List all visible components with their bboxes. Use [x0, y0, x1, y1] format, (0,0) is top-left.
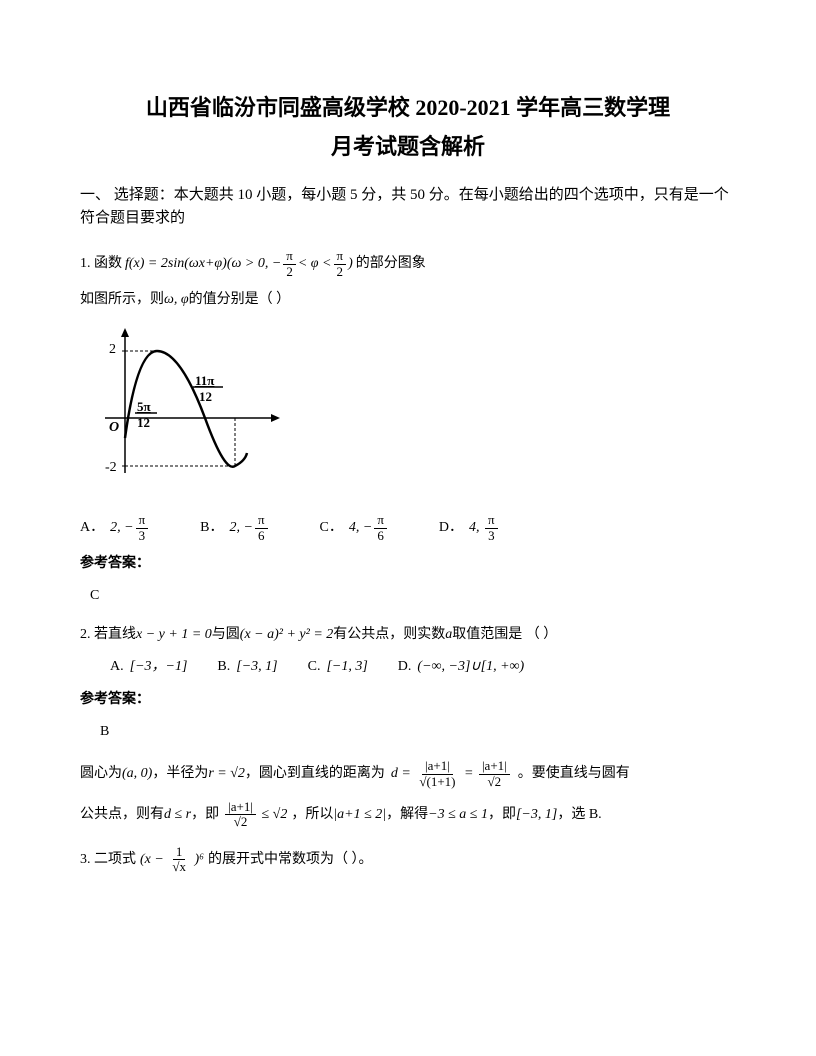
q2-exp-t10: ，选 B. — [557, 800, 601, 831]
q1-prefix: 1. 函数 — [80, 253, 122, 275]
q1-option-d: D． 4, π3 — [439, 513, 500, 543]
q2-cond5: [−3, 1] — [516, 800, 557, 831]
q2-answer-label: 参考答案： — [80, 689, 736, 711]
q2-exp-t2: ，半径为 — [152, 759, 208, 790]
graph-x2-den: 12 — [199, 389, 212, 404]
page-title-line2: 月考试题含解析 — [80, 129, 736, 164]
q1-line2-prefix: 如图所示，则 — [80, 289, 164, 311]
q2-exp-line2: 公共点，则有 d ≤ r ，即 |a+1|√2 ≤ √2 ，所以 |a+1 ≤ … — [80, 800, 736, 831]
graph-y-min: -2 — [105, 460, 117, 475]
q2-exp-t8: ，解得 — [386, 800, 428, 831]
q2-explanation: 圆心为 (a, 0) ，半径为 r = √2 ，圆心到直线的距离为 d = |a… — [80, 759, 736, 831]
q1-opt-b-val: 2, −π6 — [230, 513, 270, 543]
q1-opt-a-label: A． — [80, 517, 104, 539]
graph-origin: O — [109, 420, 119, 435]
q2-prefix: 2. 若直线 — [80, 624, 136, 646]
q1-opt-b-label: B． — [200, 517, 223, 539]
q1-formula: f(x) = 2sin(ωx+φ)(ω > 0, − π2 < φ < π2 ) — [122, 249, 356, 279]
q2-opt-c-val: [−1, 3] — [326, 656, 367, 678]
section-1-header: 一、 选择题：本大题共 10 小题，每小题 5 分，共 50 分。在每小题给出的… — [80, 184, 736, 229]
q2-line1: 2. 若直线 x − y + 1 = 0 与圆 (x − a)² + y² = … — [80, 624, 736, 646]
q1-opt-d-label: D． — [439, 517, 463, 539]
q2-opt-b-label: B. — [217, 656, 230, 678]
graph-x1-den: 12 — [137, 415, 150, 430]
q1-options: A． 2, −π3 B． 2, −π6 C． 4, −π6 D． 4, π3 — [80, 513, 736, 543]
q1-option-a: A． 2, −π3 — [80, 513, 150, 543]
q2-answer: B — [100, 721, 736, 743]
graph-y-max: 2 — [109, 342, 116, 357]
q2-opt-d-val: (−∞, −3]∪[1, +∞) — [417, 656, 524, 678]
q3-prefix: 3. 二项式 — [80, 849, 136, 871]
q2-mid2: 有公共点，则实数 — [333, 624, 445, 646]
q2-exp-t1: 圆心为 — [80, 759, 122, 790]
q1-opt-a-val: 2, −π3 — [110, 513, 150, 543]
q1-formula-mid: < φ < — [298, 253, 332, 275]
question-1: 1. 函数 f(x) = 2sin(ωx+φ)(ω > 0, − π2 < φ … — [80, 249, 736, 607]
q1-option-c: C． 4, −π6 — [320, 513, 389, 543]
q2-exp-t3: ，圆心到直线的距离为 — [245, 759, 385, 790]
q2-exp-t4: 。要使直线与圆有 — [518, 759, 630, 790]
graph-x1-num: 5π — [137, 399, 151, 414]
q2-center: (a, 0) — [122, 759, 152, 790]
q2-opt-a-label: A. — [110, 656, 124, 678]
q2-option-a: A. [−3，−1] — [110, 656, 187, 678]
q2-cond2: |a+1|√2 ≤ √2 — [223, 800, 287, 831]
q1-opt-c-label: C． — [320, 517, 343, 539]
q3-suffix: 的展开式中常数项为（ ）。 — [208, 849, 373, 871]
q1-answer-label: 参考答案： — [80, 553, 736, 575]
q1-formula-close: ) — [348, 253, 353, 275]
sine-graph-svg: 2 -2 O 5π 12 11π 12 — [95, 323, 285, 483]
q1-line2-suffix: 的值分别是（ ） — [189, 289, 291, 311]
q3-line1: 3. 二项式 (x − 1√x )⁶ 的展开式中常数项为（ ）。 — [80, 845, 736, 875]
q2-cond3: |a+1 ≤ 2| — [333, 800, 386, 831]
q2-opt-c-label: C. — [308, 656, 321, 678]
q2-option-b: B. [−3, 1] — [217, 656, 277, 678]
q2-option-d: D. (−∞, −3]∪[1, +∞) — [398, 656, 524, 678]
q2-opt-d-label: D. — [398, 656, 412, 678]
q2-exp-t6: ，即 — [191, 800, 219, 831]
q1-suffix: 的部分图象 — [356, 253, 426, 275]
q1-formula-text: f(x) = 2sin(ωx+φ)(ω > 0, − — [125, 253, 281, 275]
q2-dist: d = |a+1|√(1+1) = |a+1|√2 — [391, 759, 512, 790]
q1-frac1: π2 — [283, 249, 296, 279]
q2-suffix: 取值范围是 （ ） — [452, 624, 557, 646]
q1-opt-d-val: 4, π3 — [469, 513, 500, 543]
q2-exp-t7: ，所以 — [291, 800, 333, 831]
q2-opt-b-val: [−3, 1] — [236, 656, 277, 678]
question-2: 2. 若直线 x − y + 1 = 0 与圆 (x − a)² + y² = … — [80, 624, 736, 831]
q1-option-b: B． 2, −π6 — [200, 513, 269, 543]
q2-radius: r = √2 — [208, 759, 245, 790]
q1-line1: 1. 函数 f(x) = 2sin(ωx+φ)(ω > 0, − π2 < φ … — [80, 249, 736, 279]
graph-x2-num: 11π — [195, 373, 214, 388]
q1-answer: C — [90, 585, 736, 607]
q1-graph: 2 -2 O 5π 12 11π 12 — [95, 323, 285, 483]
q2-var-a: a — [445, 624, 452, 646]
q2-option-c: C. [−1, 3] — [308, 656, 368, 678]
question-3: 3. 二项式 (x − 1√x )⁶ 的展开式中常数项为（ ）。 — [80, 845, 736, 875]
q2-cond4: −3 ≤ a ≤ 1 — [428, 800, 488, 831]
q2-exp-t9: ，即 — [488, 800, 516, 831]
q2-line-eq: x − y + 1 = 0 — [136, 624, 212, 646]
page-title-line1: 山西省临汾市同盛高级学校 2020-2021 学年高三数学理 — [80, 90, 736, 125]
q2-exp-line1: 圆心为 (a, 0) ，半径为 r = √2 ，圆心到直线的距离为 d = |a… — [80, 759, 736, 790]
q2-mid1: 与圆 — [212, 624, 240, 646]
q1-frac2: π2 — [334, 249, 347, 279]
q1-omega-phi: ω, φ — [164, 289, 189, 311]
q2-opt-a-val: [−3，−1] — [130, 656, 188, 678]
q1-opt-c-val: 4, −π6 — [349, 513, 389, 543]
q2-options: A. [−3，−1] B. [−3, 1] C. [−1, 3] D. (−∞,… — [110, 656, 736, 678]
q2-circle-eq: (x − a)² + y² = 2 — [240, 624, 334, 646]
q1-line2: 如图所示，则 ω, φ 的值分别是（ ） — [80, 289, 736, 311]
q2-cond1: d ≤ r — [164, 800, 191, 831]
q2-exp-t5: 公共点，则有 — [80, 800, 164, 831]
q3-formula: (x − 1√x )⁶ — [140, 845, 204, 875]
